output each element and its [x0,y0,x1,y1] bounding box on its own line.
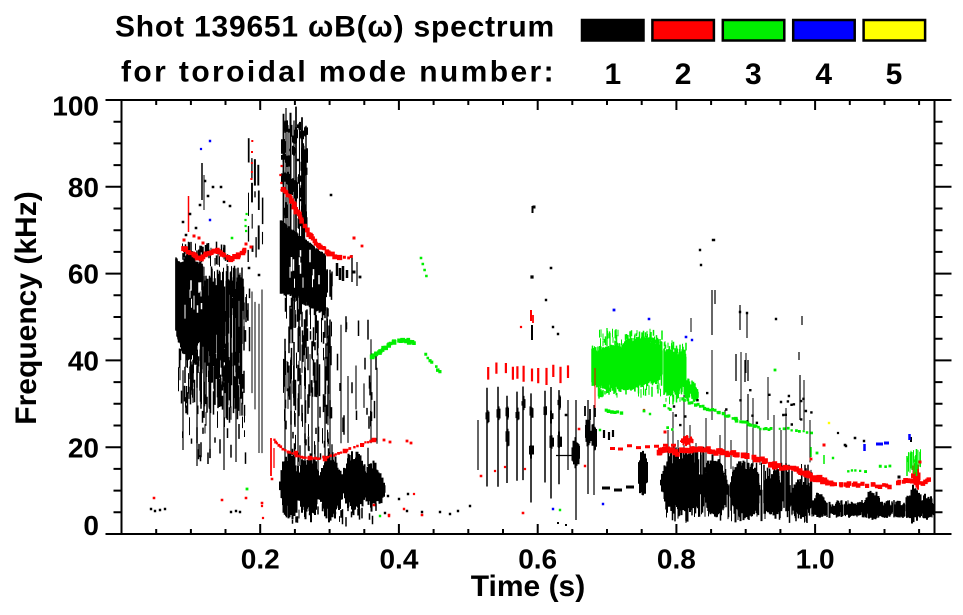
svg-text:0.8: 0.8 [657,544,696,575]
svg-text:5: 5 [886,58,903,91]
svg-text:0.2: 0.2 [241,544,280,575]
svg-text:100: 100 [52,91,99,122]
svg-text:0.6: 0.6 [518,544,557,575]
svg-text:4: 4 [815,58,832,91]
svg-text:40: 40 [68,346,99,377]
svg-text:60: 60 [68,258,99,289]
svg-text:20: 20 [68,432,99,463]
svg-text:Time (s): Time (s) [471,570,585,603]
svg-text:0.4: 0.4 [379,544,418,575]
svg-text:3: 3 [745,58,762,91]
svg-text:2: 2 [675,58,692,91]
svg-text:for toroidal mode number:: for toroidal mode number: [121,56,556,89]
svg-text:Shot 139651 ωB(ω) spectrum: Shot 139651 ωB(ω) spectrum [115,11,555,44]
svg-text:1.0: 1.0 [796,544,835,575]
svg-text:0: 0 [83,510,99,541]
svg-text:Frequency (kHz): Frequency (kHz) [10,191,43,424]
svg-text:80: 80 [68,172,99,203]
svg-text:1: 1 [604,58,621,91]
